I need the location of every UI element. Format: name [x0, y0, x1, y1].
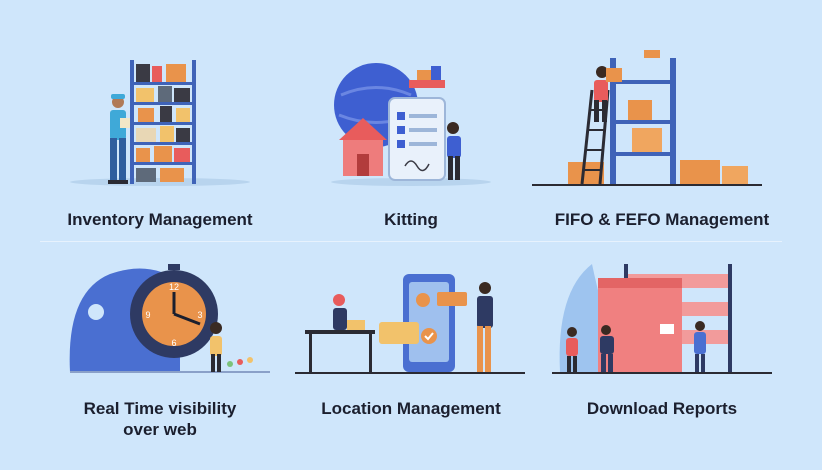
location-map-phone-icon — [295, 274, 525, 374]
feature-label-realtime-line1: Real Time visibility — [83, 399, 237, 418]
feature-label-kitting: Kitting — [384, 210, 438, 229]
svg-text:3: 3 — [197, 310, 202, 320]
kitting-checklist-icon — [331, 63, 491, 186]
clock-visibility-icon: 12 9 3 6 — [69, 264, 270, 373]
feature-card-location: Location Management — [281, 252, 541, 462]
svg-text:6: 6 — [171, 338, 176, 348]
feature-label-fifo-fefo: FIFO & FEFO Management — [554, 210, 770, 229]
feature-label-location: Location Management — [321, 399, 501, 418]
svg-text:12: 12 — [169, 282, 179, 292]
feature-card-realtime: 12 9 3 6 Real Time visibility over web — [30, 252, 290, 462]
feature-label-realtime: Real Time visibility over web — [30, 398, 290, 440]
feature-label-reports: Download Reports — [586, 399, 738, 418]
warehouse-shelf-worker-icon — [70, 60, 250, 186]
feature-label-realtime-line2: over web — [123, 420, 197, 439]
feature-card-reports: Download Reports — [532, 252, 792, 462]
svg-text:9: 9 — [145, 310, 150, 320]
feature-card-fifo-fefo: FIFO & FEFO Management — [532, 20, 792, 230]
stacked-boxes-ladder-icon — [532, 50, 762, 186]
feature-card-kitting: Kitting — [281, 20, 541, 230]
section-divider — [40, 241, 782, 242]
feature-card-inventory: Inventory Management — [30, 20, 290, 230]
report-boxes-icon — [552, 264, 772, 374]
feature-label-inventory: Inventory Management — [67, 210, 253, 229]
